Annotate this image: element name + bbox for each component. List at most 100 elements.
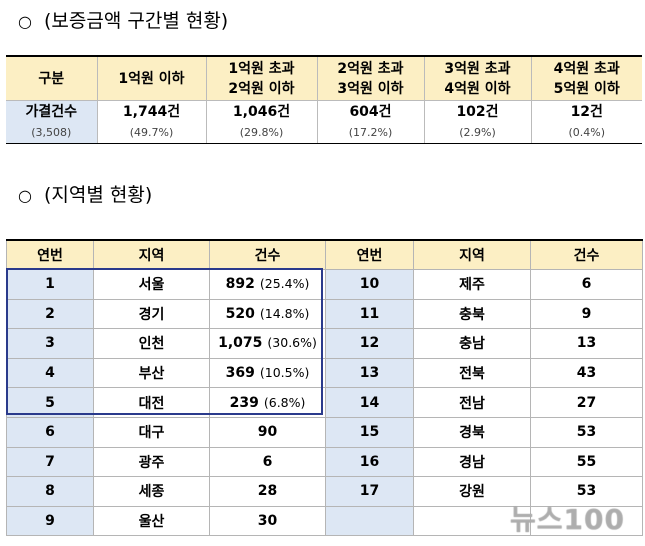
table2-cell: 8 [6, 476, 94, 507]
count-value: 6 [262, 453, 273, 470]
table2-cell: 대구 [93, 416, 210, 448]
table2-count-cell: 1,075 (30.6%) [209, 328, 326, 359]
table2-cell: 9 [530, 298, 643, 330]
table2-cell: 1 [6, 269, 94, 300]
table2-count-cell: 369 (10.5%) [209, 357, 326, 389]
table2-cell: 경북 [413, 416, 531, 448]
count-value: 28 [257, 483, 278, 500]
table2-cell: 전남 [413, 387, 531, 418]
table2-cell: 부산 [93, 357, 210, 389]
table2-cell [530, 505, 643, 537]
count-value: 239 [229, 394, 259, 411]
table1-cell: (0.4%) [530, 121, 642, 144]
table2-cell: 13 [530, 328, 643, 359]
count-share: (25.4%) [259, 276, 310, 292]
count-share: (6.8%) [263, 394, 306, 410]
table2-cell: 충북 [413, 298, 531, 330]
table2-header: 건수 [209, 239, 326, 270]
table2-cell: 인천 [93, 328, 210, 359]
table2-cell: 9 [6, 505, 94, 537]
count-share: (14.8%) [259, 305, 310, 321]
table2-cell: 6 [530, 269, 643, 300]
table2-count-cell: 6 [209, 446, 326, 478]
table2-header: 지역 [93, 239, 210, 270]
table2-header: 연번 [6, 239, 94, 270]
table-row: 8 세종 28 17 강원 53 [6, 476, 643, 507]
count-value: 892 [225, 276, 255, 293]
table1-cell: 12건 [530, 100, 642, 121]
table1-header: 2억원 초과 3억원 이하 [316, 55, 424, 101]
table2-count-cell: 30 [209, 505, 326, 537]
table1-cell: (49.7%) [96, 121, 206, 144]
section1-heading: ○ (보증금액 구간별 현황) [18, 6, 228, 33]
count-value: 369 [225, 365, 255, 382]
table-row: 2 경기 520 (14.8%) 11 충북 9 [6, 298, 643, 330]
table2-cell: 제주 [413, 269, 531, 300]
table2-cell: 광주 [93, 446, 210, 478]
table-row: 5 대전 239 (6.8%) 14 전남 27 [6, 387, 643, 418]
table1-cell: 102건 [423, 100, 531, 121]
table2-body: 1 서울 892 (25.4%) 10 제주 6 2 경기 520 (14.8%) 11 충북 9 3 인천 1… [6, 269, 643, 537]
table-row: 3 인천 1,075 (30.6%) 12 충남 13 [6, 328, 643, 359]
table2-cell: 10 [325, 269, 414, 300]
table2-count-cell: 892 (25.4%) [209, 269, 326, 300]
table2-count-cell: 90 [209, 416, 326, 448]
table2-cell: 세종 [93, 476, 210, 507]
table2-cell: 서울 [93, 269, 210, 300]
table2-count-cell: 28 [209, 476, 326, 507]
table2-cell: 13 [325, 357, 414, 389]
count-value: 520 [225, 305, 255, 322]
table2-cell: 대전 [93, 387, 210, 418]
table2-header: 지역 [413, 239, 531, 270]
table2-cell: 5 [6, 387, 94, 418]
table1-cell: 604건 [316, 100, 424, 121]
table2-cell: 경기 [93, 298, 210, 330]
section2-title: (지역별 현황) [44, 184, 153, 206]
bullet-icon: ○ [18, 186, 32, 205]
table1-cell: 가결건수 [6, 100, 97, 121]
table1-cell: (29.8%) [205, 121, 317, 144]
table1-count-row: 가결건수 1,744건 1,046건 604건 102건 12건 [6, 100, 642, 121]
table2-cell: 53 [530, 476, 643, 507]
table2-header: 연번 [325, 239, 414, 270]
table2-cell: 14 [325, 387, 414, 418]
table-row: 7 광주 6 16 경남 55 [6, 446, 643, 478]
table2-cell: 7 [6, 446, 94, 478]
table2-cell: 55 [530, 446, 643, 478]
table2-count-cell: 239 (6.8%) [209, 387, 326, 418]
count-value: 90 [257, 424, 278, 441]
table2-cell: 강원 [413, 476, 531, 507]
table2-cell: 12 [325, 328, 414, 359]
table1-header: 1억원 이하 [96, 55, 206, 101]
table2-cell: 충남 [413, 328, 531, 359]
table2-cell: 전북 [413, 357, 531, 389]
table1-header: 구분 [6, 55, 97, 101]
count-value: 1,075 [218, 335, 263, 352]
table1-header: 3억원 초과 4억원 이하 [423, 55, 531, 101]
table2-cell: 43 [530, 357, 643, 389]
table2-cell: 53 [530, 416, 643, 448]
table1-cell: (3,508) [6, 121, 97, 144]
table2-cell [325, 505, 414, 537]
table-row: 9 울산 30 [6, 505, 643, 537]
table-row: 6 대구 90 15 경북 53 [6, 416, 643, 448]
table1-cell: 1,744건 [96, 100, 206, 121]
bullet-icon: ○ [18, 12, 32, 31]
table1-cell: (17.2%) [316, 121, 424, 144]
table1-share-row: (3,508) (49.7%) (29.8%) (17.2%) (2.9%) (… [6, 121, 642, 144]
table2-cell: 2 [6, 298, 94, 330]
table1-header: 4억원 초과 5억원 이하 [530, 55, 642, 101]
count-share: (30.6%) [267, 335, 317, 351]
table2-cell: 17 [325, 476, 414, 507]
table2-cell: 16 [325, 446, 414, 478]
table2-header: 건수 [530, 239, 643, 270]
table1-cell: (2.9%) [423, 121, 531, 144]
table2-cell: 6 [6, 416, 94, 448]
section2-heading: ○ (지역별 현황) [18, 180, 152, 207]
deposit-range-table: 구분 1억원 이하 1억원 초과 2억원 이하 2억원 초과 3억원 이하 3억… [6, 55, 642, 144]
section1-title: (보증금액 구간별 현황) [44, 10, 229, 32]
table2-header-row: 연번 지역 건수 연번 지역 건수 [6, 239, 643, 270]
table1-header-row: 구분 1억원 이하 1억원 초과 2억원 이하 2억원 초과 3억원 이하 3억… [6, 55, 642, 101]
region-table: 연번 지역 건수 연번 지역 건수 1 서울 892 (25.4%) 10 제주 6 2 경기 5… [6, 239, 643, 537]
table2-cell: 4 [6, 357, 94, 389]
